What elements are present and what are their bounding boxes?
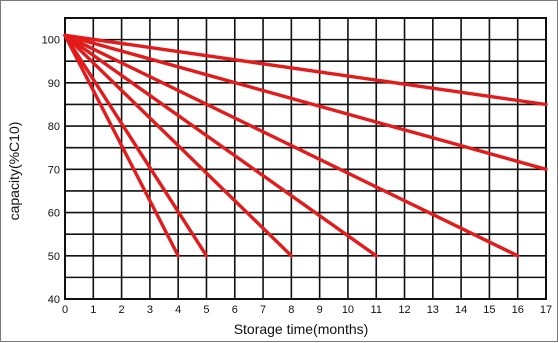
x-tick-label: 16 xyxy=(512,304,524,316)
y-tick-label: 40 xyxy=(48,294,60,306)
x-tick-label: 15 xyxy=(483,304,495,316)
series-line-7 xyxy=(63,33,180,258)
x-tick-label: 5 xyxy=(203,304,209,316)
x-tick-label: 6 xyxy=(232,304,238,316)
y-tick-label: 50 xyxy=(48,251,60,263)
series-lines xyxy=(63,33,548,258)
y-axis-title: capacity(%C10) xyxy=(6,122,22,221)
x-tick-label: 1 xyxy=(90,304,96,316)
y-tick-label: 90 xyxy=(48,78,60,90)
x-tick-label: 3 xyxy=(147,304,153,316)
x-tick-label: 14 xyxy=(455,304,467,316)
plot-border xyxy=(64,17,547,300)
x-tick-label: 9 xyxy=(317,304,323,316)
series-line-1 xyxy=(63,33,548,107)
y-tick-label: 60 xyxy=(48,208,60,220)
x-axis-ticks: 0 1 2 3 4 5 6 7 8 9 10 11 12 13 14 15 16 17 xyxy=(62,304,552,316)
series-line-3 xyxy=(63,33,520,258)
series-line-5 xyxy=(63,33,294,258)
y-tick-label: 80 xyxy=(48,121,60,133)
series-line-6 xyxy=(63,33,209,258)
x-tick-label: 2 xyxy=(119,304,125,316)
series-line-2 xyxy=(63,33,548,172)
x-tick-label: 10 xyxy=(342,304,354,316)
grid-lines xyxy=(64,17,547,300)
x-tick-label: 12 xyxy=(398,304,410,316)
y-tick-label: 70 xyxy=(48,164,60,176)
x-tick-label: 4 xyxy=(175,304,181,316)
y-axis-ticks: 40 50 60 70 80 90 100 xyxy=(42,35,60,306)
x-tick-label: 17 xyxy=(540,304,552,316)
series-line-4 xyxy=(63,33,378,258)
x-tick-label: 11 xyxy=(371,304,382,316)
y-tick-label: 100 xyxy=(42,35,60,47)
x-tick-label: 0 xyxy=(62,304,68,316)
x-tick-label: 7 xyxy=(260,304,266,316)
x-tick-label: 8 xyxy=(288,304,294,316)
x-axis-title: Storage time(months) xyxy=(234,321,369,337)
x-tick-label: 13 xyxy=(427,304,439,316)
